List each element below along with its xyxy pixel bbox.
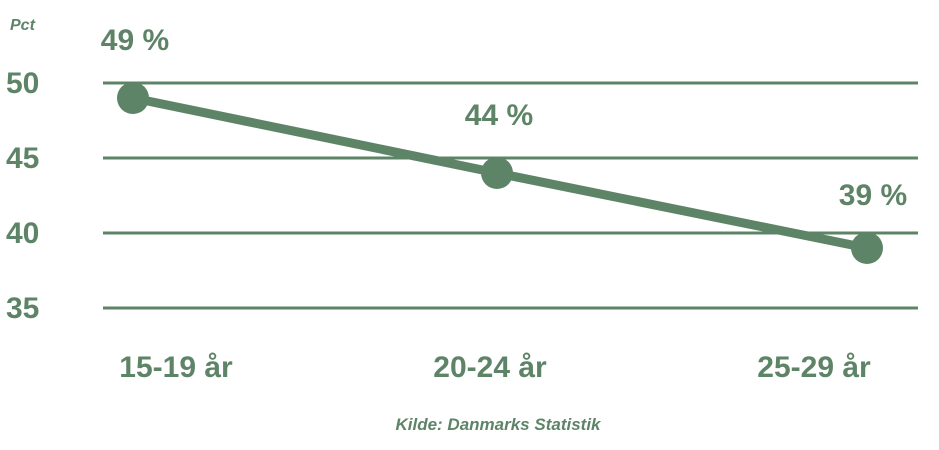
x-tick-label-2: 20-24 år [433, 351, 547, 384]
data-label-2: 44 % [465, 99, 533, 132]
data-point-1 [117, 82, 149, 114]
x-tick-label-3: 25-29 år [757, 351, 871, 384]
source-note: Kilde: Danmarks Statistik [395, 415, 602, 434]
data-points [117, 82, 883, 264]
x-tick-labels: 15-19 år 20-24 år 25-29 år [119, 351, 871, 384]
x-tick-label-1: 15-19 år [119, 351, 233, 384]
data-labels: 49 % 44 % 39 % [101, 24, 907, 212]
y-tick-label-40: 40 [6, 217, 39, 250]
y-unit-label: Pct [10, 17, 36, 34]
data-point-3 [851, 232, 883, 264]
y-tick-label-35: 35 [6, 292, 39, 325]
y-tick-labels: 35 40 45 50 [6, 67, 39, 325]
data-label-1: 49 % [101, 24, 169, 57]
data-point-2 [481, 157, 513, 189]
y-tick-label-45: 45 [6, 142, 39, 175]
data-label-3: 39 % [839, 179, 907, 212]
y-tick-label-50: 50 [6, 67, 39, 100]
